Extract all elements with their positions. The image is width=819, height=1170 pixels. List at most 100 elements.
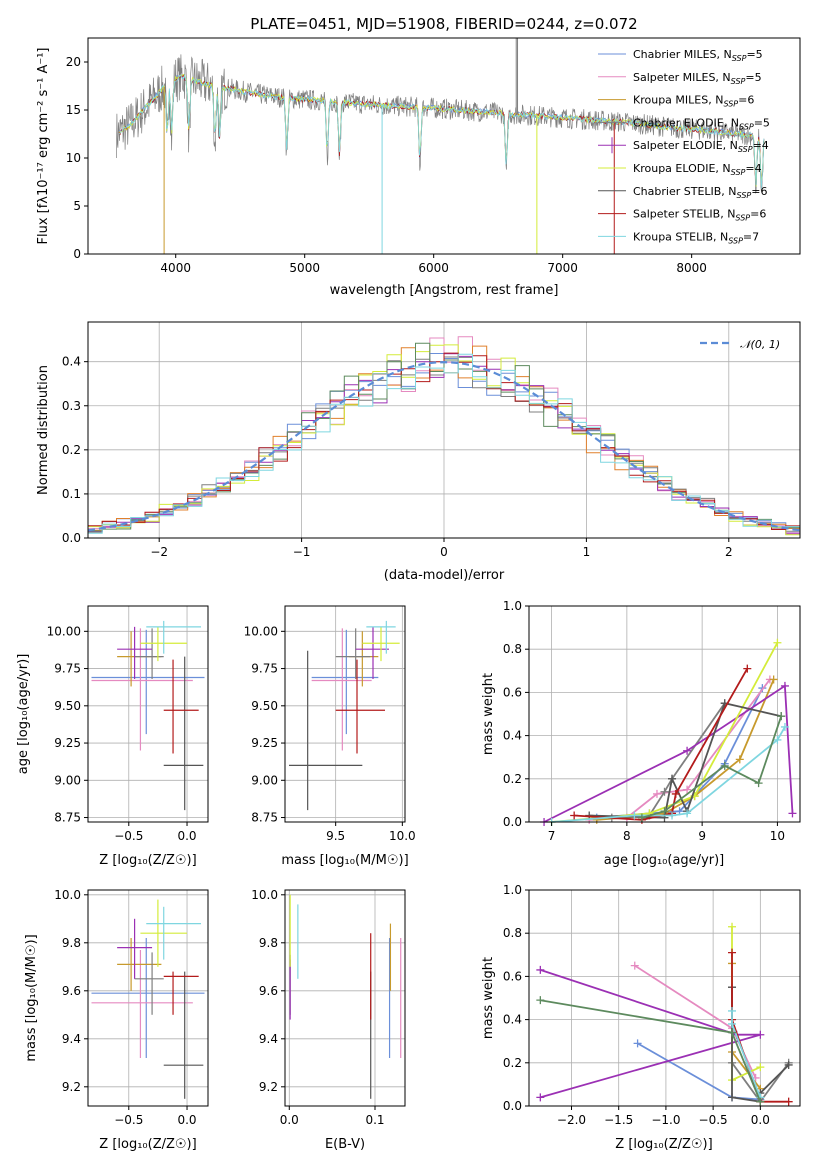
z-massweight-xlabel: Z [log₁₀(Z/Z☉)] <box>615 1137 712 1152</box>
y-tick-label: 0.4 <box>503 1013 522 1027</box>
mass-age-frame <box>284 605 406 823</box>
y-tick-label: 9.75 <box>54 662 81 676</box>
y-tick-label: 9.00 <box>54 773 81 787</box>
x-tick-label: 9 <box>698 829 706 843</box>
weight-point-marker <box>683 746 692 755</box>
errorbar-point-chabrier-miles <box>91 629 205 735</box>
x-tick-label: 4000 <box>160 261 191 275</box>
histogram-steps <box>88 336 800 536</box>
errorbar-point-kroupa-miles <box>117 938 162 991</box>
x-tick-label: −1 <box>293 545 311 559</box>
age-massweight-frame <box>528 605 801 823</box>
weight-line <box>551 726 786 823</box>
histogram-xlabel: (data-model)/error <box>384 568 505 583</box>
histogram-legend: 𝒩(0, 1) <box>700 338 780 351</box>
y-tick-label: 0.8 <box>503 642 522 656</box>
weight-point-marker <box>668 774 677 783</box>
weight-point-marker <box>660 807 669 816</box>
weight-point-marker <box>630 811 639 820</box>
age-massweight-ticks: 7 8 9 10 0.0 0.2 0.4 0.6 0.8 1.0 <box>503 599 785 843</box>
weight-point-marker <box>780 681 789 690</box>
errorbar-points <box>91 620 205 811</box>
weight-point-marker <box>773 735 782 744</box>
x-tick-label: 9.5 <box>326 829 345 843</box>
legend-label-chabrier-elodie: Chabrier ELODIE, NSSP=5 <box>633 116 770 131</box>
z-massweight-marks <box>529 889 800 1107</box>
weight-point-marker <box>536 965 545 974</box>
histogram-ticks: −2 −1 0 1 2 0.0 0.1 0.2 0.3 0.4 <box>62 355 733 559</box>
z-massweight-frame <box>528 889 801 1107</box>
weight-point-marker <box>728 1019 737 1028</box>
ebv-mass-frame <box>284 889 406 1107</box>
legend-label-normal: 𝒩(0, 1) <box>740 338 780 351</box>
x-tick-label: 6000 <box>418 261 449 275</box>
y-tick-label: 0.2 <box>62 443 81 457</box>
weight-line <box>540 969 761 1099</box>
weight-point-marker <box>720 761 729 770</box>
weight-point-marker <box>754 779 763 788</box>
legend-label-salpeter-miles: Salpeter MILES, NSSP=5 <box>633 71 762 86</box>
x-tick-label: 10.0 <box>389 829 416 843</box>
spectrum-xlabel: wavelength [Angstrom, rest frame] <box>330 283 559 298</box>
ebv-mass-marks <box>285 890 405 1106</box>
x-tick-label: 7000 <box>547 261 578 275</box>
weight-point-marker <box>536 996 545 1005</box>
weight-point-marker <box>633 1039 642 1048</box>
y-tick-label: 9.8 <box>259 936 278 950</box>
weight-point-marker <box>683 785 692 794</box>
weight-point-marker <box>756 1063 765 1072</box>
ebv-mass-panel: 0.0 0.1 9.2 9.4 9.6 9.8 10.0 E(B-V) <box>251 888 406 1152</box>
weight-point-marker <box>630 961 639 970</box>
y-tick-label: 9.8 <box>62 936 81 950</box>
model-spectrum-kroupa-elodie <box>118 73 765 187</box>
normal-curve-line <box>88 360 800 532</box>
y-tick-label: 0.4 <box>62 355 81 369</box>
x-tick-label: −1.0 <box>651 1113 680 1127</box>
weight-point-marker <box>660 787 669 796</box>
y-tick-label: 0.2 <box>503 1056 522 1070</box>
y-tick-label: 10 <box>66 151 81 165</box>
weight-point-marker <box>570 811 579 820</box>
y-tick-label: 10.00 <box>244 624 278 638</box>
weight-series-green <box>536 996 765 1106</box>
y-tick-label: 0.8 <box>503 926 522 940</box>
z-age-panel: −0.5 0.0 8.75 9.00 9.25 9.50 9.75 10.00 Z [log₁… <box>16 605 209 868</box>
errorbar-point-chabrier-stelib <box>289 650 363 811</box>
y-tick-label: 8.75 <box>54 811 81 825</box>
weight-point-marker <box>784 1097 793 1106</box>
y-tick-label: 10.0 <box>251 888 278 902</box>
errorbar-point-kroupa-elodie <box>362 626 400 662</box>
z-massweight-panel: −2.0 −1.5 −1.0 −0.5 0.0 0.0 0.2 0.4 0.6 0.8 1.0 Z … <box>481 883 801 1152</box>
y-tick-label: 0.6 <box>503 685 522 699</box>
y-tick-label: 9.00 <box>251 773 278 787</box>
y-tick-label: 0.2 <box>503 772 522 786</box>
y-tick-label: 9.50 <box>54 699 81 713</box>
legend-label-chabrier-stelib: Chabrier STELIB, NSSP=6 <box>633 185 767 200</box>
errorbar-point-kroupa-stelib <box>146 906 202 960</box>
y-tick-label: 9.50 <box>251 699 278 713</box>
z-massweight-ticks: −2.0 −1.5 −1.0 −0.5 0.0 0.0 0.2 0.4 0.6 0.8 1.0 <box>503 883 770 1127</box>
z-age-ylabel: age [log₁₀(age/yr)] <box>16 654 31 775</box>
weight-point-marker <box>671 789 680 798</box>
residual-histogram-panel: −2 −1 0 1 2 0.0 0.1 0.2 0.3 0.4 (data-model)/erro… <box>36 321 801 583</box>
y-tick-label: 8.75 <box>251 811 278 825</box>
y-tick-label: 10.0 <box>54 888 81 902</box>
mass-age-xlabel: mass [log₁₀(M/M☉)] <box>281 853 408 868</box>
x-tick-label: 0.0 <box>280 1113 299 1127</box>
age-massweight-xlabel: age [log₁₀(age/yr)] <box>604 853 725 868</box>
errorbar-point-salpeter-stelib <box>163 659 199 754</box>
errorbar-point-chabrier-elodie <box>134 628 164 679</box>
y-tick-label: 9.6 <box>259 984 278 998</box>
z-age-marks <box>88 606 208 822</box>
weight-point-marker <box>637 813 646 822</box>
legend-label-kroupa-miles: Kroupa MILES, NSSP=6 <box>633 94 754 109</box>
legend-label-salpeter-stelib: Salpeter STELIB, NSSP=6 <box>633 208 766 223</box>
x-tick-label: 0.0 <box>177 829 196 843</box>
x-tick-label: 5000 <box>289 261 320 275</box>
weight-point-marker <box>743 664 752 673</box>
z-mass-ticks: −0.5 0.0 9.2 9.4 9.6 9.8 10.0 <box>54 888 196 1127</box>
x-tick-label: 8000 <box>676 261 707 275</box>
errorbar-point-chabrier-elodie <box>335 628 371 679</box>
